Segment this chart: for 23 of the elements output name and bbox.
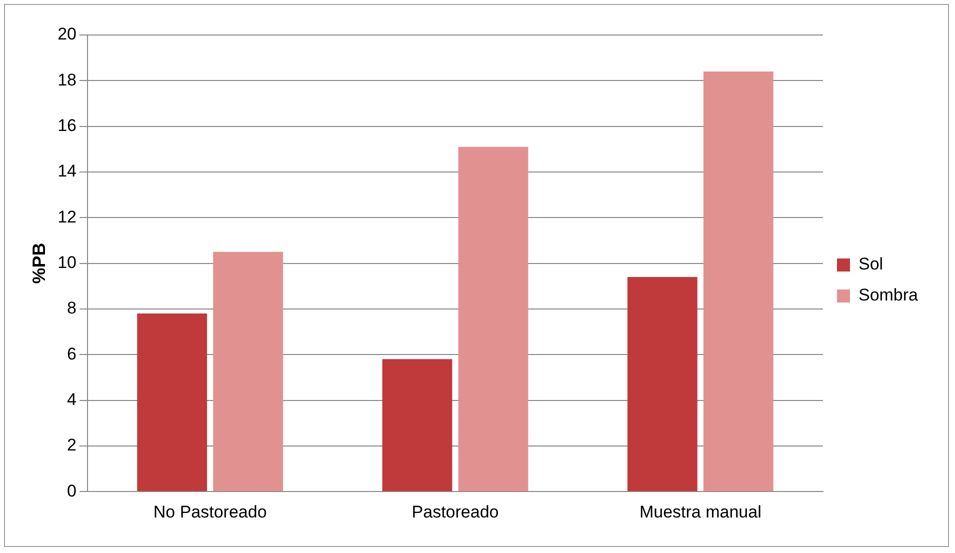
bar xyxy=(703,72,774,492)
legend-label: Sombra xyxy=(858,286,919,305)
y-tick-label: 14 xyxy=(58,162,77,181)
y-tick-label: 20 xyxy=(58,24,77,44)
y-tick-label: 10 xyxy=(58,252,77,272)
y-tick-label: 4 xyxy=(67,390,77,409)
bar xyxy=(213,252,284,492)
y-tick-label: 8 xyxy=(67,298,77,318)
y-tick-label: 6 xyxy=(67,344,77,364)
y-tick-label: 12 xyxy=(58,207,77,226)
legend-label: Sol xyxy=(858,254,884,274)
y-tick-label: 16 xyxy=(58,116,77,136)
y-tick-label: 18 xyxy=(58,70,77,90)
bar xyxy=(458,146,528,492)
x-tick-label: Pastoreado xyxy=(412,502,499,522)
bar xyxy=(137,314,208,492)
x-tick-label: Muestra manual xyxy=(639,502,762,522)
y-tick-label: 0 xyxy=(67,481,77,500)
x-tick-label: No Pastoreado xyxy=(153,502,267,522)
bar xyxy=(627,277,698,492)
y-tick-label: 2 xyxy=(67,436,77,455)
bar xyxy=(382,359,452,492)
y-axis-title: %PB xyxy=(28,242,49,284)
